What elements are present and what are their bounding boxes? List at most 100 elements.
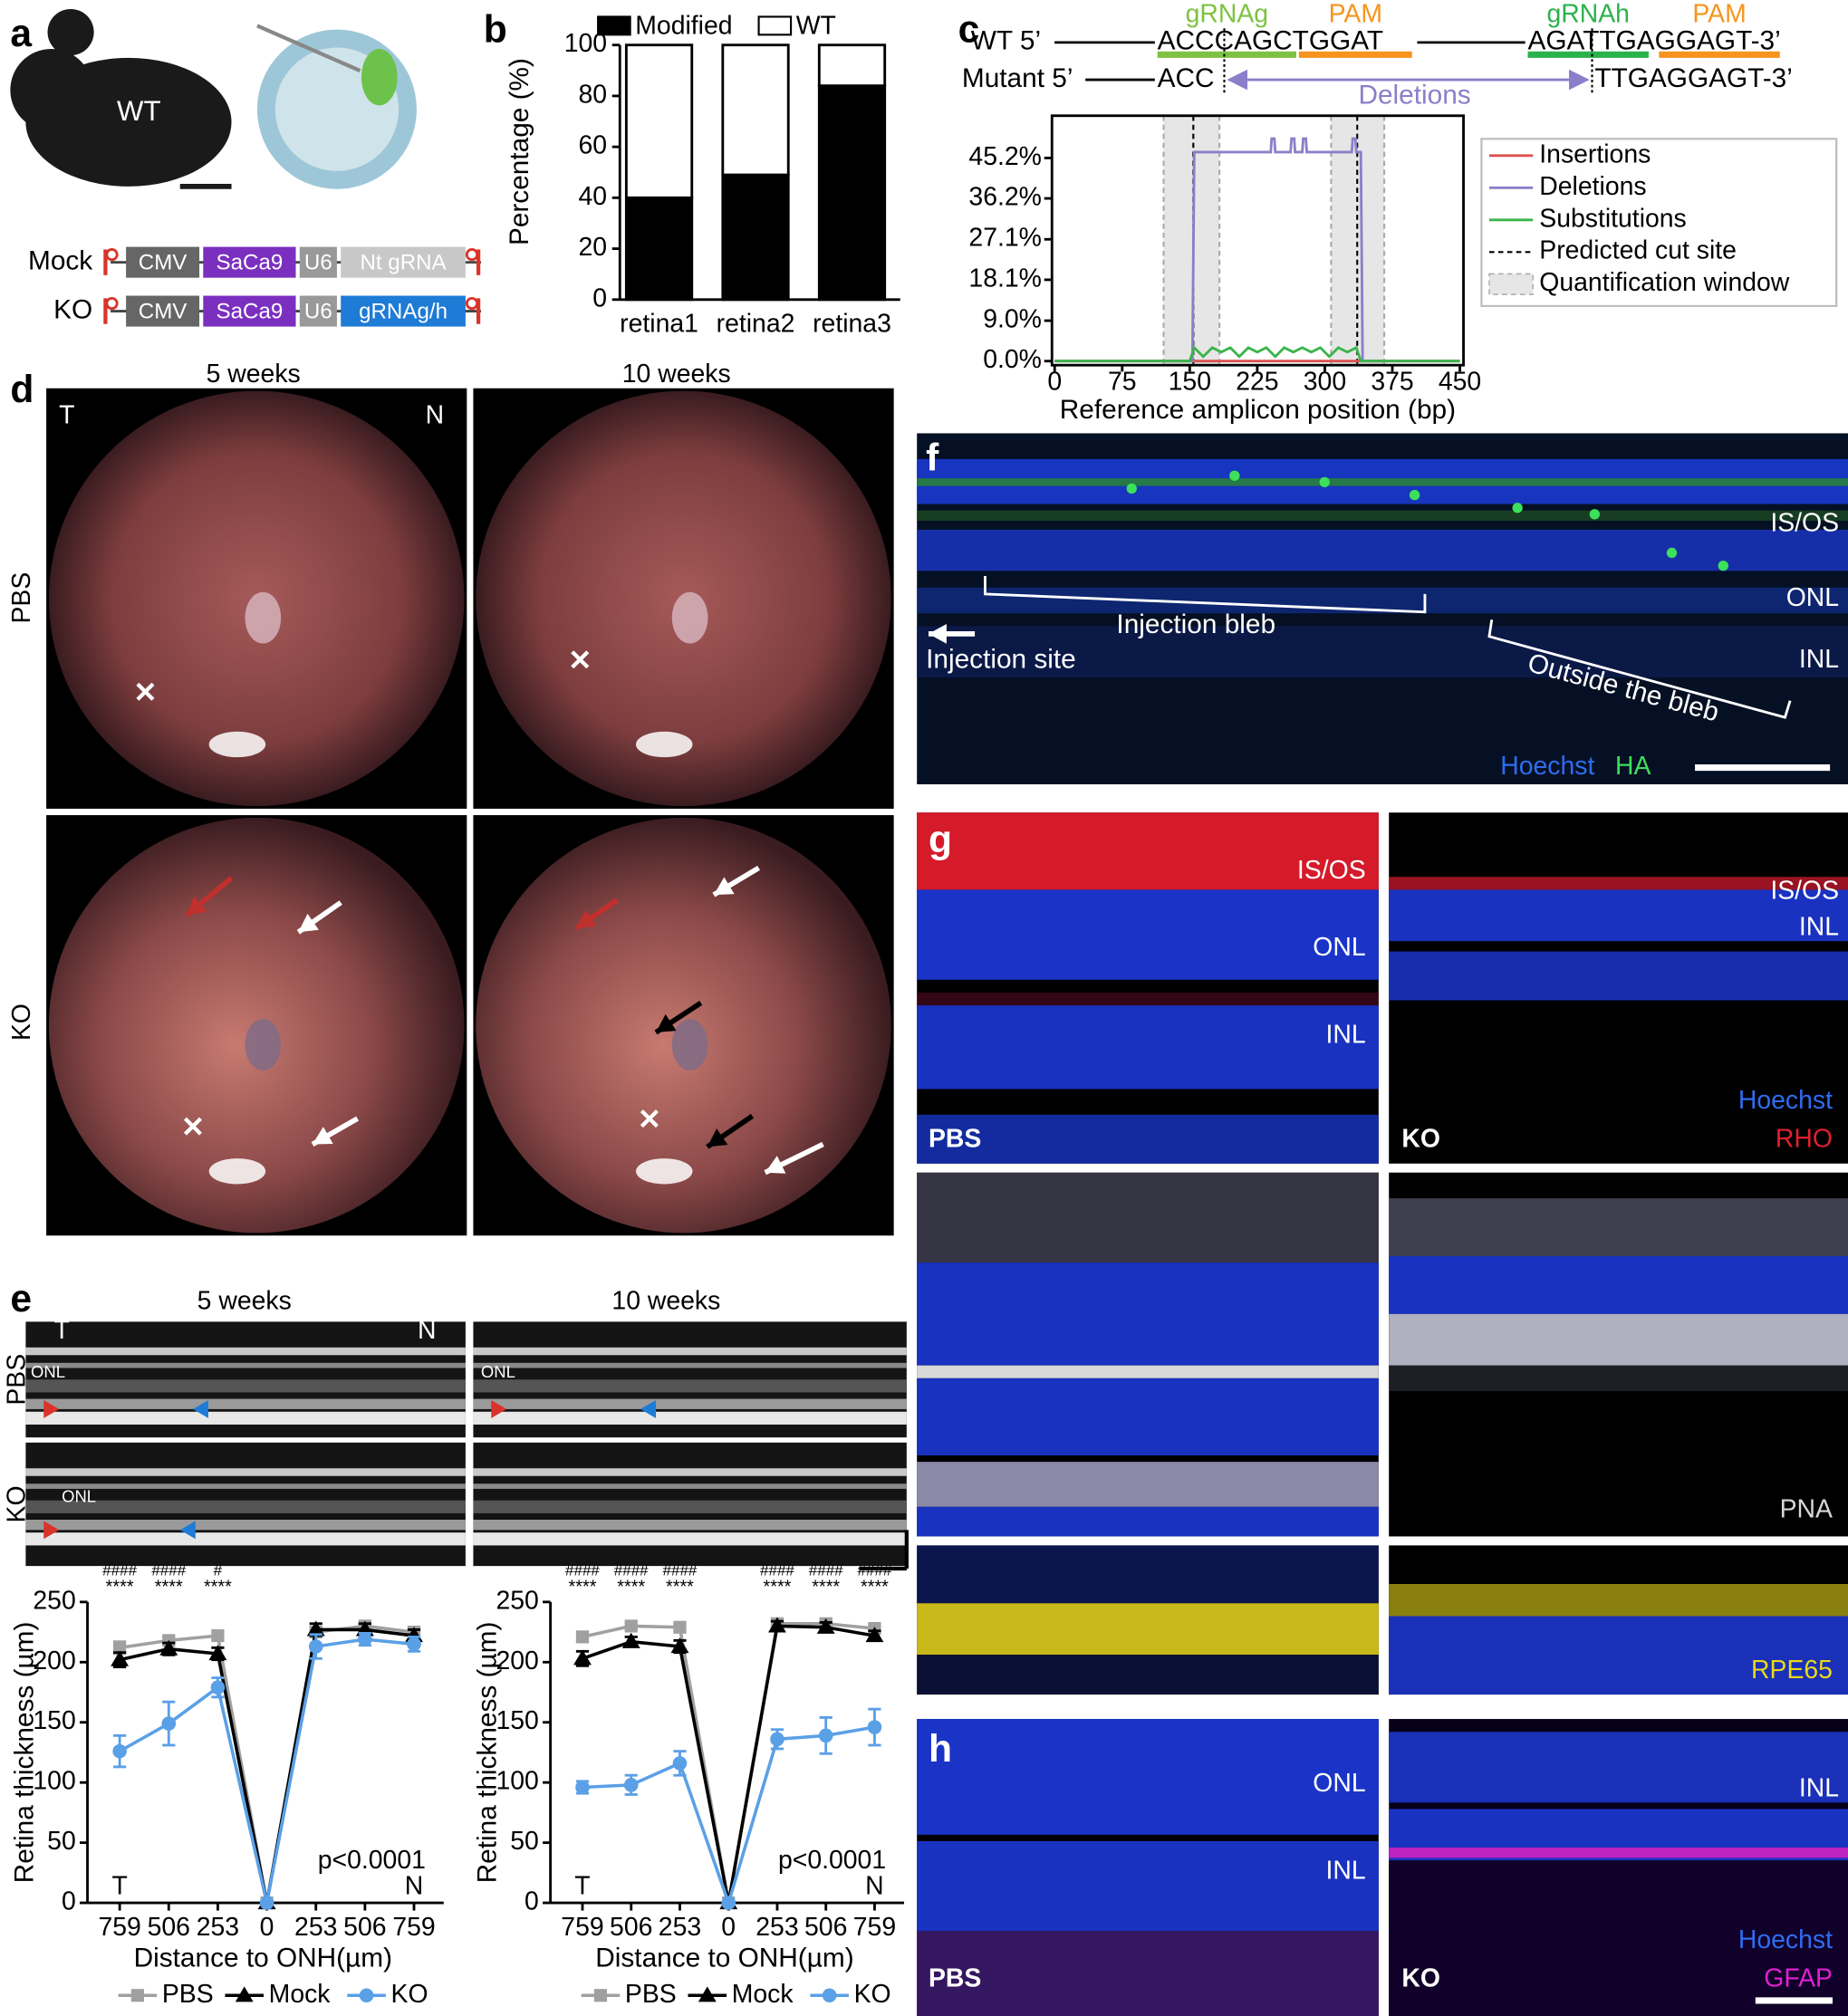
label: ONL — [1313, 933, 1365, 962]
significance: #### — [760, 1561, 794, 1579]
x-tick-label: 506 — [610, 1913, 652, 1942]
y-tick-label: 250 — [496, 1586, 538, 1615]
point — [822, 1988, 837, 2003]
label: PBS — [2, 1354, 31, 1406]
tissue-layer — [917, 478, 1848, 486]
point — [210, 1680, 226, 1695]
point — [575, 1780, 590, 1795]
point — [359, 1988, 374, 2003]
label: ONL — [62, 1487, 96, 1506]
ha-cell — [1319, 476, 1330, 488]
significance: **** — [861, 1578, 889, 1598]
label: U6 — [304, 250, 332, 274]
point — [130, 1989, 144, 2002]
x-tick-label: 0 — [721, 1913, 736, 1942]
tissue-layer — [917, 1462, 1379, 1507]
legend-swatch — [597, 15, 631, 36]
point — [624, 1619, 638, 1633]
label: T — [59, 400, 74, 429]
x-tick-label: retina1 — [620, 310, 698, 339]
label: 5 weeks — [197, 1287, 292, 1316]
legend-label: Quantification window — [1539, 268, 1790, 297]
bar — [817, 43, 887, 88]
label: 10 weeks — [611, 1287, 720, 1316]
tissue-layer — [473, 1398, 907, 1409]
tissue-layer — [1389, 1616, 1848, 1695]
x-tick-label: 253 — [659, 1913, 701, 1942]
tissue-layer — [917, 1114, 1379, 1164]
construct-element — [341, 295, 466, 327]
label: SaCa9 — [217, 250, 284, 274]
tissue-layer — [1389, 1848, 1848, 1858]
tissue-layer — [25, 1398, 466, 1409]
panel-letter: e — [10, 1277, 32, 1320]
tissue-layer — [25, 1520, 466, 1531]
y-tick-label: 60 — [579, 131, 608, 160]
itr-loop — [105, 296, 119, 311]
label: GFAP — [1764, 1964, 1833, 1993]
tissue-layer — [917, 1365, 1379, 1378]
label: N — [405, 1872, 424, 1901]
label: T — [111, 1872, 127, 1901]
tissue-layer — [25, 1347, 466, 1356]
y-tick-label: 100 — [33, 1767, 75, 1796]
significance: **** — [569, 1578, 597, 1598]
arrow-head — [713, 877, 735, 896]
tissue-layer — [1389, 1583, 1848, 1617]
panel-letter: a — [10, 12, 32, 55]
significance: **** — [666, 1578, 694, 1598]
point — [308, 1639, 323, 1654]
tissue-layer — [1389, 1198, 1848, 1256]
y-tick-label: 50 — [47, 1827, 76, 1856]
legend-label: KO — [391, 1980, 428, 2009]
optic-nerve — [671, 591, 708, 644]
label: ONL — [31, 1362, 65, 1381]
construct-element — [126, 295, 200, 327]
y-tick-label: 100 — [496, 1767, 538, 1796]
point — [306, 1620, 325, 1637]
tissue-layer — [473, 1411, 907, 1425]
label: KO — [1401, 1125, 1440, 1154]
pam-bar — [1298, 51, 1412, 58]
x-tick-label: 759 — [853, 1913, 896, 1942]
tissue-layer — [1389, 1313, 1848, 1366]
label: PBS — [929, 1964, 981, 1993]
tissue-layer — [917, 1506, 1379, 1537]
point — [867, 1720, 882, 1734]
label: ACCCAGCTGGAT — [1158, 26, 1383, 56]
point — [208, 1645, 227, 1661]
x-tick-label: 225 — [1236, 368, 1278, 397]
label: ACC — [1158, 63, 1215, 93]
y-tick-label: 45.2% — [968, 142, 1041, 171]
y-tick-label: 250 — [33, 1586, 75, 1615]
label: Mutant 5’ — [962, 63, 1073, 93]
label: Nt gRNA — [360, 250, 447, 274]
tissue-layer — [473, 1362, 907, 1368]
axis-title: Retina thickness (µm) — [9, 1622, 39, 1884]
legend-label: Mock — [269, 1980, 332, 2009]
x-tick-label: retina2 — [717, 310, 795, 339]
x-tick-label: 0 — [1047, 368, 1062, 397]
mouse-ear — [47, 8, 94, 56]
tissue-layer — [917, 812, 1379, 890]
label: RHO — [1776, 1125, 1833, 1154]
label: Mock — [28, 245, 92, 275]
arrow-head — [575, 909, 597, 928]
bracket — [1487, 619, 1792, 719]
significance: **** — [155, 1578, 183, 1598]
x-tick-label: 506 — [343, 1913, 386, 1942]
x-tick-label: 450 — [1439, 368, 1481, 397]
tissue-layer — [917, 510, 1848, 521]
construct-element — [203, 246, 296, 278]
label: CMV — [139, 250, 188, 274]
y-tick-label: 50 — [510, 1827, 539, 1856]
legend-label: Predicted cut site — [1539, 236, 1737, 265]
tissue-layer — [473, 1379, 907, 1393]
significance: #### — [663, 1561, 698, 1579]
legend-label: Mock — [732, 1980, 794, 2009]
construct-element — [341, 246, 466, 278]
x-tick-label: 253 — [756, 1913, 798, 1942]
x-tick-label: 506 — [804, 1913, 847, 1942]
x-tick-label: 253 — [197, 1913, 239, 1942]
